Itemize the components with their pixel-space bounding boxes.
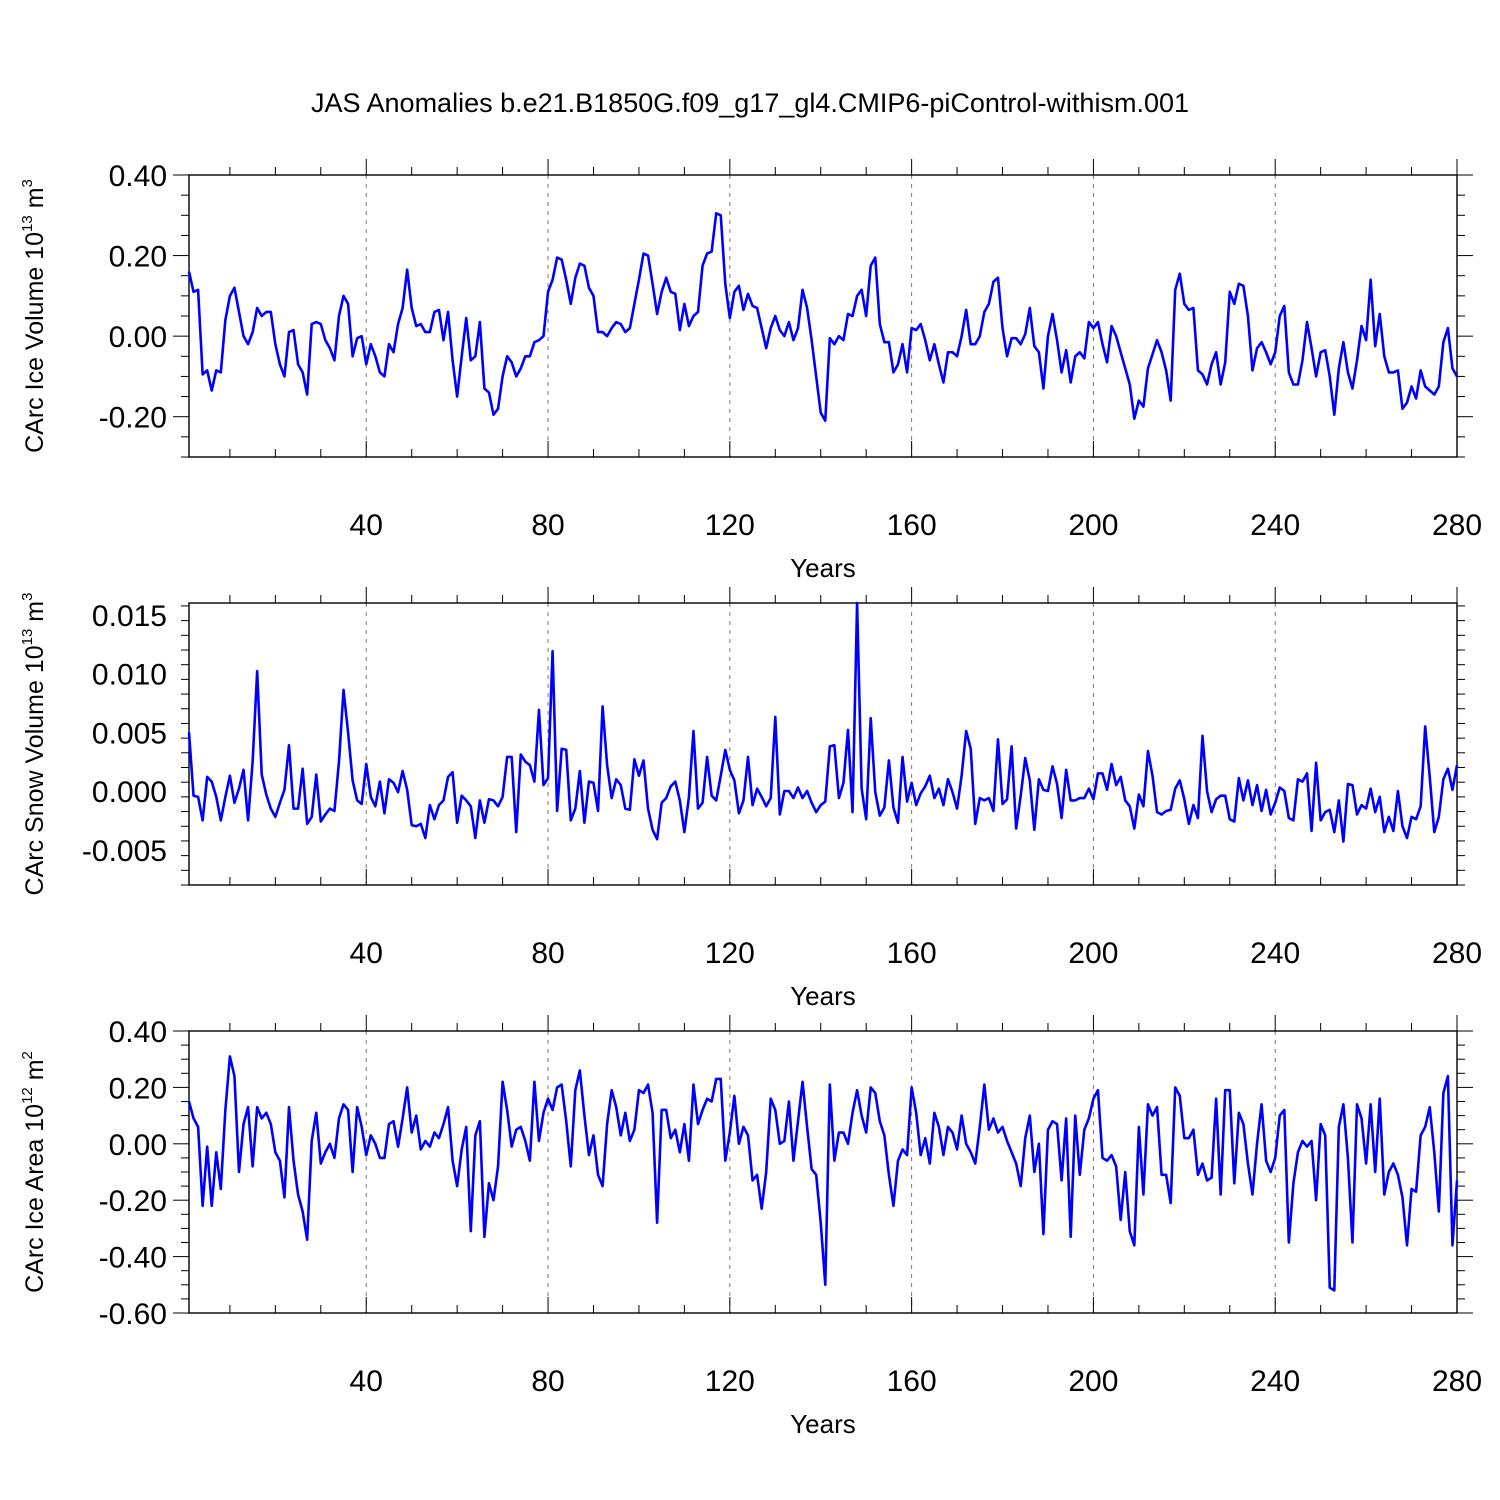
ice-area-y-axis-label: CArc Ice Area 1012 m2 (19, 1051, 49, 1293)
snow-volume-x-tick-label: 200 (1068, 937, 1118, 970)
ice-volume-y-axis-label: CArc Ice Volume 1013 m3 (19, 179, 49, 453)
snow-volume-x-tick-label: 80 (531, 937, 564, 970)
snow-volume-x-tick-label: 280 (1432, 937, 1482, 970)
ice-volume-x-tick-label: 160 (887, 509, 937, 542)
ice-area-y-tick-label: -0.60 (99, 1298, 167, 1331)
ice-volume-x-tick-label: 120 (705, 509, 755, 542)
ice-area-x-tick-label: 40 (350, 1365, 383, 1398)
snow-volume-y-tick-label: 0.005 (92, 717, 167, 750)
ice-area-y-tick-label: 0.20 (109, 1072, 167, 1105)
ice-volume-x-axis-label: Years (790, 553, 856, 583)
ice-volume-panel: 0.40 0.20 0.00 -0.20 40 80 120 160 200 240 280 Year… (19, 159, 1482, 583)
ice-area-x-tick-label: 200 (1068, 1365, 1118, 1398)
ice-area-x-axis-label: Years (790, 1409, 856, 1439)
ice-volume-x-tick-label: 240 (1250, 509, 1300, 542)
ice-area-x-tick-label: 80 (531, 1365, 564, 1398)
ice-volume-x-tick-label: 200 (1068, 509, 1118, 542)
ice-area-series-line (187, 1055, 1459, 1292)
ice-volume-x-tick-label: 280 (1432, 509, 1482, 542)
snow-volume-x-axis-label: Years (790, 981, 856, 1011)
snow-volume-plot-frame (188, 602, 1458, 886)
ice-area-y-tick-label: 0.00 (109, 1129, 167, 1162)
ice-volume-x-tick-label: 40 (350, 509, 383, 542)
figure-title: JAS Anomalies b.e21.B1850G.f09_g17_gl4.C… (311, 88, 1189, 118)
snow-volume-y-tick-label: 0.015 (92, 600, 167, 633)
snow-volume-x-tick-label: 120 (705, 937, 755, 970)
ice-area-x-tick-label: 240 (1250, 1365, 1300, 1398)
snow-volume-series-line (187, 601, 1459, 843)
ice-volume-y-tick-label: 0.40 (109, 160, 167, 193)
ice-area-x-tick-label: 160 (887, 1365, 937, 1398)
snow-volume-y-tick-label: -0.005 (82, 835, 167, 868)
snow-volume-y-tick-label: 0.010 (92, 659, 167, 692)
ice-area-x-tick-label: 120 (705, 1365, 755, 1398)
snow-volume-y-axis-label: CArc Snow Volume 1013 m3 (19, 593, 49, 896)
ice-volume-series-line (187, 211, 1459, 423)
ice-volume-y-tick-label: -0.20 (99, 402, 167, 435)
ice-area-y-tick-label: -0.40 (99, 1242, 167, 1275)
ice-volume-y-tick-label: 0.00 (109, 321, 167, 354)
snow-volume-x-tick-label: 240 (1250, 937, 1300, 970)
ice-area-y-tick-label: -0.20 (99, 1185, 167, 1218)
ice-area-panel: 0.40 0.20 0.00 -0.20 -0.40 -0.60 40 80 120 160 200… (19, 1015, 1482, 1439)
ice-area-x-tick-label: 280 (1432, 1365, 1482, 1398)
ice-area-y-tick-label: 0.40 (109, 1016, 167, 1049)
snow-volume-panel: 0.015 0.010 0.005 0.000 -0.005 40 80 120 160 200 2… (19, 587, 1482, 1011)
snow-volume-y-tick-label: 0.000 (92, 776, 167, 809)
ice-volume-y-tick-label: 0.20 (109, 241, 167, 274)
snow-volume-x-tick-label: 40 (350, 937, 383, 970)
snow-volume-x-tick-label: 160 (887, 937, 937, 970)
ice-volume-x-tick-label: 80 (531, 509, 564, 542)
